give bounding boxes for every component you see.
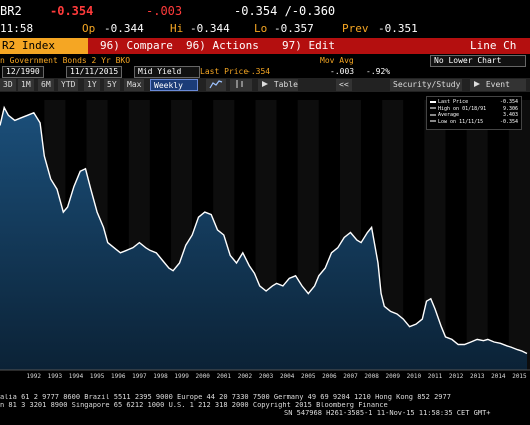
x-tick-label: 1993 bbox=[48, 373, 63, 380]
legend-item: Average 3.403 bbox=[430, 112, 518, 119]
end-date-field[interactable]: 11/11/2015 bbox=[66, 66, 123, 78]
open-label: Op bbox=[82, 22, 96, 35]
prev-value: -0.351 bbox=[378, 22, 418, 35]
legend-item: High on 01/18/91 9.306 bbox=[430, 106, 518, 113]
x-tick-label: 2005 bbox=[301, 373, 316, 380]
bid-ask: -0.354 /-0.360 bbox=[234, 4, 336, 18]
x-tick-label: 2014 bbox=[491, 373, 506, 380]
line-chart-button[interactable]: Line Ch bbox=[470, 39, 517, 52]
ticker-row-2: 11:58 Op -0.344 Hi -0.344 Lo -0.357 Prev… bbox=[0, 20, 530, 38]
legend-item: Low on 11/11/15 -0.354 bbox=[430, 119, 518, 126]
index-label[interactable]: R2 Index bbox=[0, 38, 88, 54]
last-price-value: -.354 bbox=[246, 67, 271, 76]
range-5y-button[interactable]: 5Y bbox=[104, 79, 120, 91]
x-tick-label: 2000 bbox=[195, 373, 210, 380]
x-tick-label: 2010 bbox=[407, 373, 422, 380]
year-band bbox=[466, 100, 488, 370]
yield-line bbox=[0, 105, 528, 355]
x-tick-label: 2008 bbox=[364, 373, 379, 380]
command-bar: R2 Index 96) Compare 96) Actions 97) Edi… bbox=[0, 38, 530, 54]
range-6m-button[interactable]: 6M bbox=[38, 79, 54, 91]
year-band bbox=[487, 100, 509, 370]
legend-item: Last Price -0.354 bbox=[430, 99, 518, 106]
quote-time: 11:58 bbox=[0, 22, 34, 35]
footer-line: SN 547968 H261-3585-1 11-Nov-15 11:58:35… bbox=[284, 409, 491, 417]
range-ytd-button[interactable]: YTD bbox=[58, 79, 79, 91]
event-icon bbox=[474, 81, 480, 87]
table-button[interactable]: Table bbox=[258, 79, 298, 91]
compare-button[interactable]: 96) Compare bbox=[100, 39, 173, 52]
back-button[interactable]: << bbox=[336, 79, 352, 91]
bar-style-icon[interactable] bbox=[230, 79, 252, 91]
security-study-button[interactable]: Security/Study bbox=[390, 79, 462, 91]
x-tick-label: 2009 bbox=[386, 373, 401, 380]
net-change: -.003 bbox=[146, 4, 183, 18]
x-tick-label: 2011 bbox=[428, 373, 443, 380]
x-tick-label: 1996 bbox=[111, 373, 126, 380]
high-value: -0.344 bbox=[190, 22, 230, 35]
x-tick-label: 1997 bbox=[132, 373, 147, 380]
range-max-button[interactable]: Max bbox=[124, 79, 145, 91]
x-axis-ticks: 1992 1993 1994 1995 1996 1997 1998 1999 2000 2001… bbox=[27, 373, 527, 380]
x-tick-label: 2002 bbox=[238, 373, 253, 380]
year-band bbox=[445, 100, 467, 370]
chart-legend: Last Price -0.354 High on 01/18/91 9.306 A… bbox=[426, 96, 522, 130]
x-tick-label: 1994 bbox=[69, 373, 84, 380]
change-value: -.003 bbox=[330, 67, 355, 76]
x-tick-label: 2013 bbox=[470, 373, 485, 380]
year-band bbox=[403, 100, 425, 370]
actions-button[interactable]: 96) Actions bbox=[186, 39, 259, 52]
high-label: Hi bbox=[170, 22, 184, 35]
chart-settings-row: n Government Bonds 2 Yr BKO Mov Avg No L… bbox=[0, 54, 530, 68]
start-date-field[interactable]: 12/1990 bbox=[2, 66, 44, 78]
lower-chart-select[interactable]: No Lower Chart bbox=[430, 55, 526, 67]
ticker-row-1: BR2 -0.354 -.003 -0.354 /-0.360 bbox=[0, 0, 530, 22]
field-select[interactable]: Mid Yield bbox=[134, 66, 200, 78]
price-chart[interactable]: 1992 1993 1994 1995 1996 1997 1998 1999 2000 2001… bbox=[0, 92, 530, 380]
range-1y-button[interactable]: 1Y bbox=[84, 79, 100, 91]
x-tick-label: 2004 bbox=[280, 373, 295, 380]
x-tick-label: 2006 bbox=[322, 373, 337, 380]
event-button[interactable]: Event bbox=[470, 79, 526, 91]
x-tick-label: 2015 bbox=[512, 373, 527, 380]
edit-button[interactable]: 97) Edit bbox=[282, 39, 335, 52]
pct-change-value: -.92% bbox=[366, 67, 391, 76]
mov-avg-label: Mov Avg bbox=[320, 56, 354, 65]
date-range-row: 12/1990 11/11/2015 Mid Yield Last Price … bbox=[0, 66, 530, 78]
open-value: -0.344 bbox=[104, 22, 144, 35]
chart-toolbar: 3D 1M 6M YTD 1Y 5Y Max Weekly Table << S… bbox=[0, 78, 530, 92]
table-icon bbox=[262, 81, 268, 87]
low-label: Lo bbox=[254, 22, 268, 35]
x-tick-label: 2012 bbox=[449, 373, 464, 380]
footer-line: alia 61 2 9777 8600 Brazil 5511 2395 900… bbox=[0, 394, 451, 401]
x-tick-label: 2007 bbox=[343, 373, 358, 380]
footer: alia 61 2 9777 8600 Brazil 5511 2395 900… bbox=[0, 394, 530, 425]
range-1m-button[interactable]: 1M bbox=[18, 79, 34, 91]
prev-label: Prev bbox=[342, 22, 369, 35]
x-tick-label: 1999 bbox=[174, 373, 189, 380]
range-3d-button[interactable]: 3D bbox=[0, 79, 16, 91]
security-code: BR2 bbox=[0, 4, 22, 18]
year-band bbox=[382, 100, 404, 370]
x-tick-label: 1992 bbox=[27, 373, 42, 380]
x-tick-label: 2001 bbox=[217, 373, 232, 380]
chart-style-icon[interactable] bbox=[206, 79, 226, 91]
footer-line: n 81 3 3201 8900 Singapore 65 6212 1000 … bbox=[0, 401, 388, 409]
year-band bbox=[508, 100, 530, 370]
low-value: -0.357 bbox=[274, 22, 314, 35]
last-price-label: Last Price bbox=[200, 67, 249, 76]
x-tick-label: 2003 bbox=[259, 373, 274, 380]
period-select[interactable]: Weekly bbox=[150, 79, 198, 91]
last-price: -0.354 bbox=[50, 4, 94, 18]
x-tick-label: 1998 bbox=[153, 373, 168, 380]
x-tick-label: 1995 bbox=[90, 373, 105, 380]
yield-area bbox=[0, 107, 527, 370]
security-name: n Government Bonds 2 Yr BKO bbox=[0, 56, 131, 65]
